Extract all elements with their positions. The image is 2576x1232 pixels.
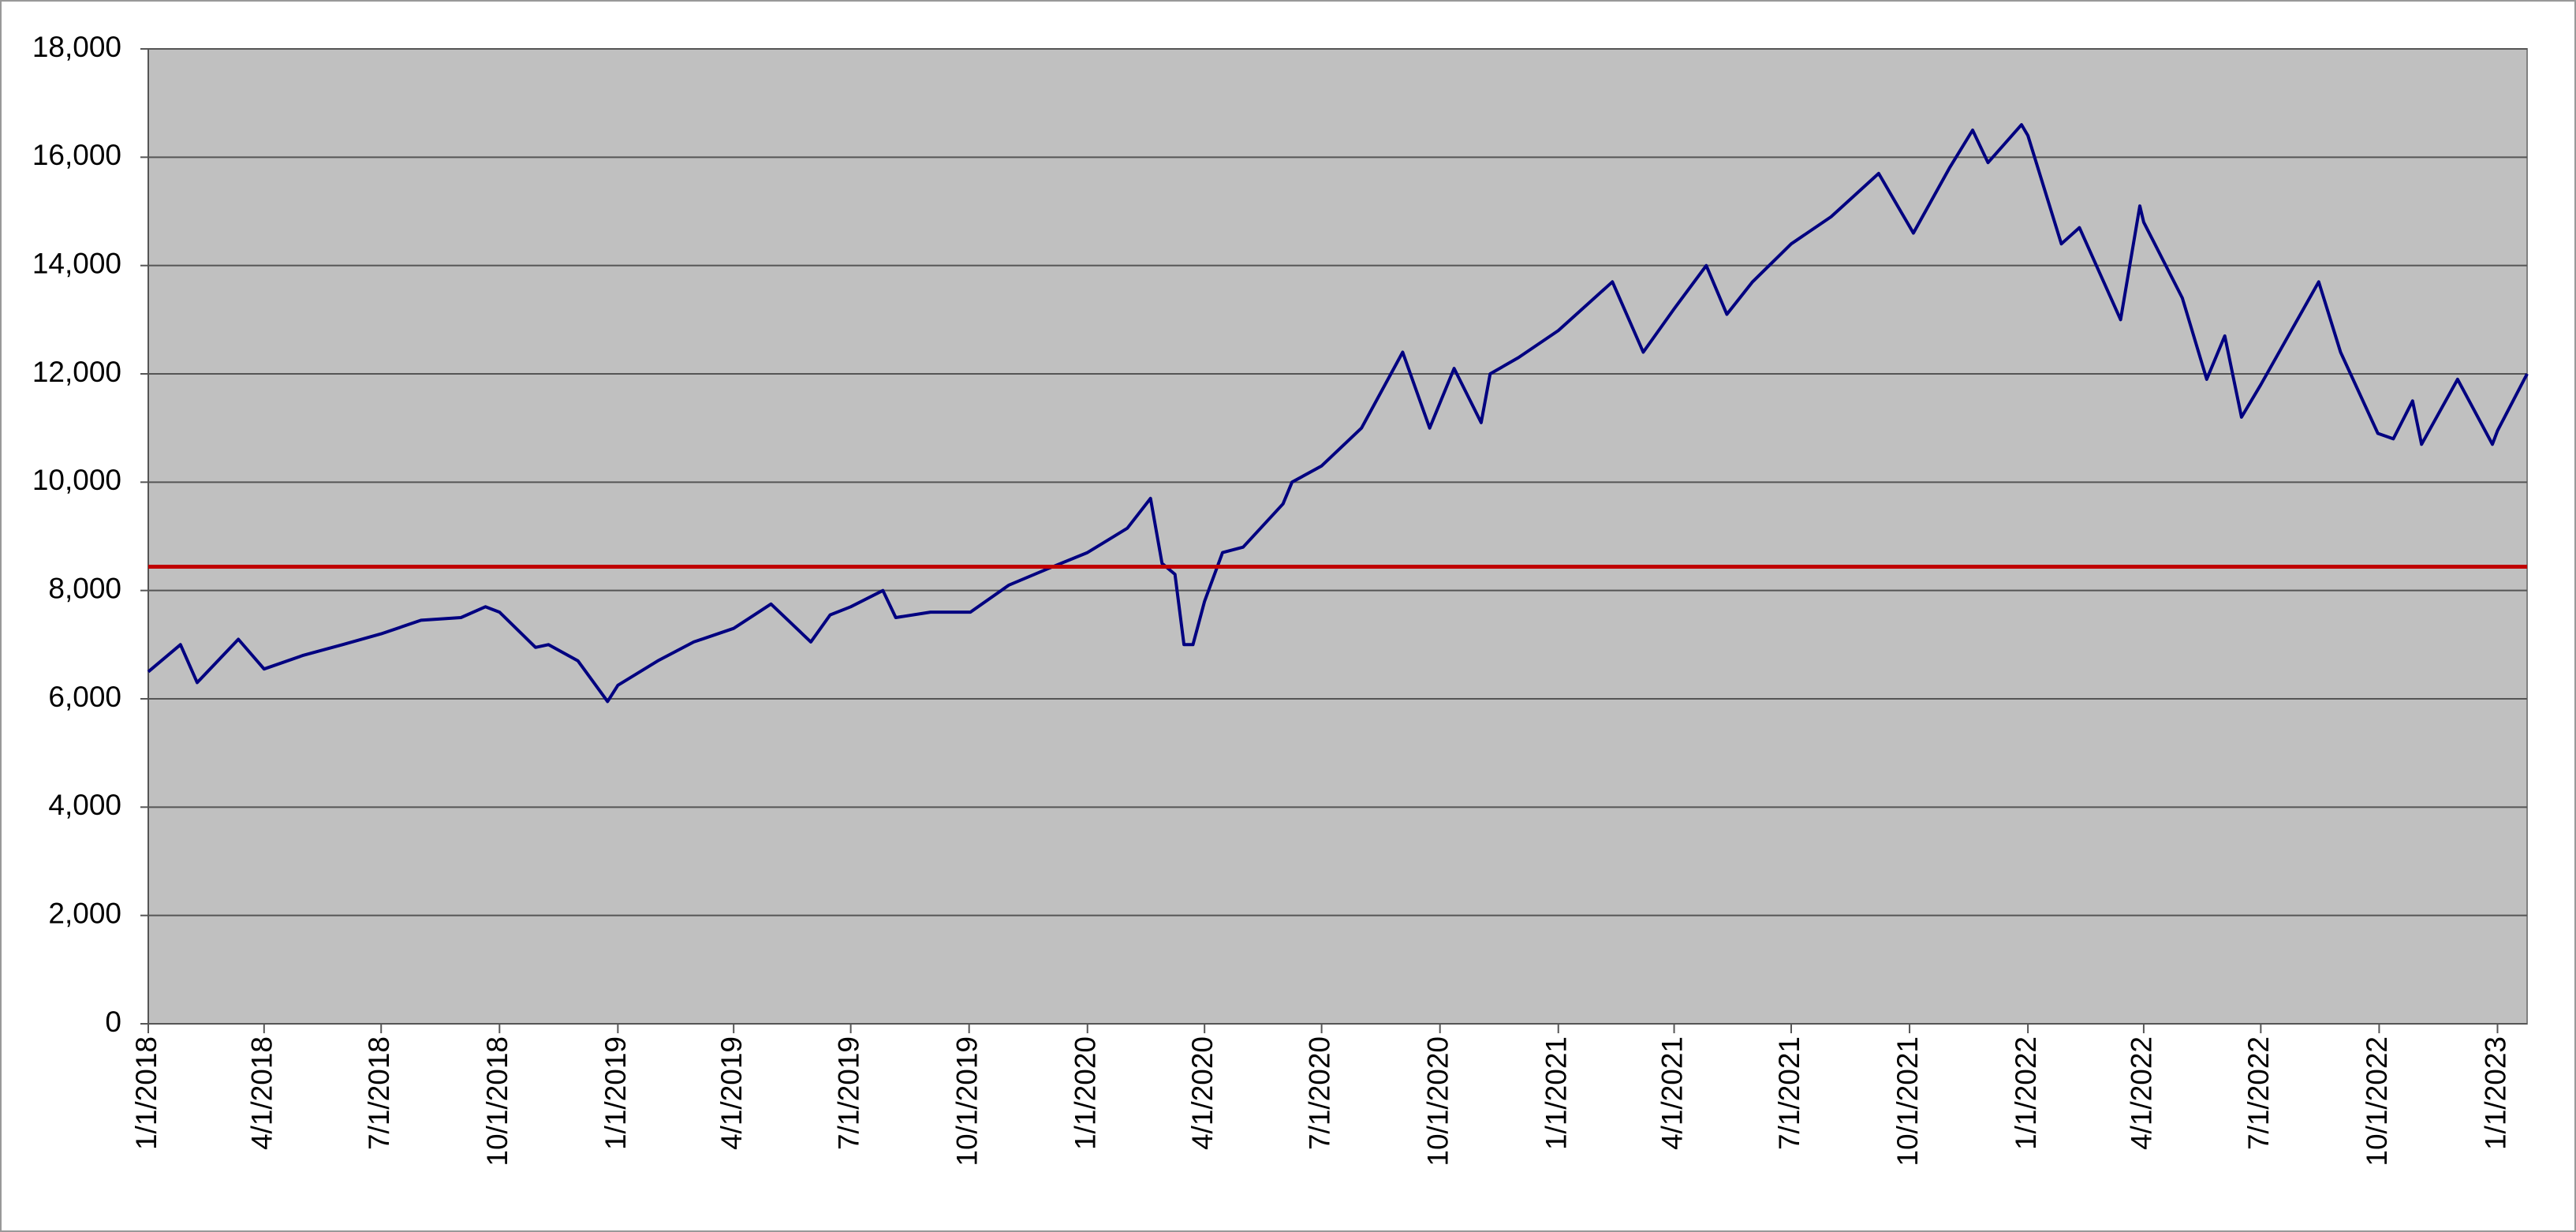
x-tick-label: 10/1/2022 [2361, 1036, 2393, 1167]
x-tick-label: 10/1/2019 [950, 1036, 983, 1167]
y-tick-label: 6,000 [48, 681, 121, 713]
y-tick-label: 14,000 [32, 247, 121, 279]
x-tick-label: 1/1/2018 [130, 1036, 162, 1150]
x-tick-label: 1/1/2019 [599, 1036, 632, 1150]
y-tick-label: 4,000 [48, 789, 121, 821]
x-tick-label: 7/1/2020 [1303, 1036, 1335, 1150]
x-tick-label: 1/1/2021 [1540, 1036, 1573, 1150]
x-tick-label: 4/1/2022 [2126, 1036, 2158, 1150]
x-tick-label: 1/1/2023 [2479, 1036, 2511, 1150]
x-tick-label: 1/1/2020 [1070, 1036, 1102, 1150]
y-tick-label: 2,000 [48, 897, 121, 929]
x-tick-label: 4/1/2019 [715, 1036, 748, 1150]
x-tick-label: 7/1/2021 [1773, 1036, 1805, 1150]
plot-area [147, 48, 2528, 1025]
x-tick-label: 4/1/2021 [1656, 1036, 1688, 1150]
series-line [147, 123, 2529, 704]
y-tick-label: 12,000 [32, 356, 121, 388]
y-tick-label: 16,000 [32, 139, 121, 171]
x-tick-label: 1/1/2022 [2010, 1036, 2042, 1150]
x-tick-label: 4/1/2020 [1186, 1036, 1219, 1150]
x-tick-label: 7/1/2018 [363, 1036, 395, 1150]
x-tick-label: 10/1/2020 [1421, 1036, 1454, 1167]
x-tick-label: 7/1/2022 [2242, 1036, 2275, 1150]
y-tick-label: 0 [105, 1006, 121, 1038]
y-tick-label: 10,000 [32, 464, 121, 496]
x-tick-label: 10/1/2018 [481, 1036, 513, 1167]
y-tick-label: 18,000 [32, 31, 121, 63]
y-tick-label: 8,000 [48, 572, 121, 604]
x-tick-label: 7/1/2019 [832, 1036, 864, 1150]
x-tick-label: 4/1/2018 [246, 1036, 278, 1150]
x-tick-label: 10/1/2021 [1891, 1036, 1924, 1167]
